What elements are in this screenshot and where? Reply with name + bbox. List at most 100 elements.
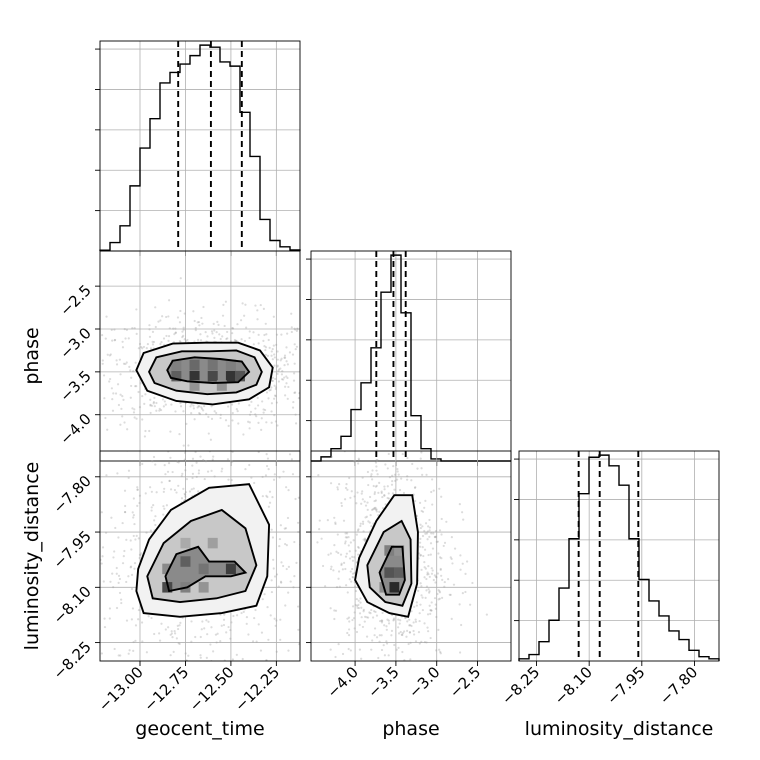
scatter-point — [204, 460, 208, 463]
scatter-point — [197, 320, 201, 324]
scatter-point — [163, 464, 166, 467]
scatter-point — [409, 624, 412, 627]
scatter-point — [117, 403, 121, 407]
scatter-point — [273, 397, 276, 400]
scatter-point — [260, 428, 263, 431]
scatter-point — [117, 744, 119, 746]
scatter-point — [435, 540, 438, 544]
scatter-point — [76, 358, 78, 360]
scatter-point — [129, 403, 131, 405]
scatter-point — [366, 616, 370, 619]
scatter-point — [364, 516, 367, 519]
scatter-point — [215, 411, 218, 415]
histogram-phase — [311, 254, 511, 462]
scatter-point — [138, 494, 142, 497]
scatter-point — [230, 479, 233, 482]
scatter-point — [347, 544, 350, 547]
scatter-point — [144, 393, 147, 396]
scatter-point — [279, 359, 282, 362]
scatter-point — [127, 575, 130, 578]
scatter-point — [404, 616, 407, 620]
scatter-point — [381, 507, 385, 510]
scatter-point — [124, 510, 127, 514]
scatter-point — [316, 383, 318, 385]
scatter-point — [169, 633, 172, 636]
scatter-point — [132, 516, 135, 519]
scatter-point — [361, 625, 365, 629]
scatter-point — [382, 666, 384, 668]
scatter-point — [134, 624, 138, 627]
scatter-point — [427, 553, 430, 557]
scatter-point — [252, 343, 255, 346]
scatter-point — [161, 315, 164, 318]
scatter-point — [357, 599, 360, 602]
scatter-point — [85, 432, 87, 434]
scatter-point — [461, 592, 464, 595]
scatter-point — [162, 436, 164, 438]
scatter-point — [383, 488, 386, 491]
scatter-point — [191, 476, 194, 480]
scatter-point — [325, 628, 327, 630]
scatter-point — [190, 620, 193, 623]
scatter-point — [104, 531, 108, 534]
scatter-point — [323, 482, 325, 484]
scatter-point — [203, 405, 206, 408]
scatter-point — [290, 326, 293, 329]
scatter-point — [351, 559, 355, 562]
scatter-point — [240, 611, 243, 615]
scatter-point — [303, 584, 305, 586]
scatter-point — [329, 648, 332, 651]
scatter-point — [126, 428, 129, 431]
scatter-point — [134, 538, 137, 541]
scatter-point — [402, 491, 406, 495]
scatter-point — [329, 360, 331, 362]
scatter-point — [215, 331, 218, 334]
scatter-point — [212, 322, 215, 326]
scatter-point — [370, 608, 373, 612]
scatter-point — [264, 346, 268, 349]
scatter-point — [251, 667, 253, 669]
scatter-point — [1, 658, 3, 660]
scatter-point — [336, 348, 338, 350]
scatter-point — [51, 565, 53, 567]
scatter-point — [249, 671, 251, 673]
scatter-point — [302, 510, 304, 512]
scatter-point — [229, 628, 232, 632]
scatter-point — [111, 572, 114, 575]
scatter-point — [281, 370, 284, 373]
scatter-point — [148, 335, 152, 338]
scatter-point — [361, 667, 363, 669]
scatter-point — [128, 649, 131, 652]
scatter-point — [243, 665, 245, 667]
scatter-point — [113, 647, 116, 651]
scatter-point — [135, 534, 138, 537]
density-cell — [198, 582, 209, 593]
scatter-point — [268, 490, 272, 493]
scatter-point — [434, 603, 437, 606]
scatter-point — [417, 589, 420, 592]
scatter-point — [317, 474, 320, 477]
joint-panel-geocent_time-luminosity_distance: −13.00−12.75−12.50−12.25 −8.25 −8.10 −7.95 −… — [1, 403, 329, 746]
scatter-point — [355, 533, 358, 536]
scatter-point — [361, 520, 365, 523]
scatter-point — [485, 613, 488, 616]
scatter-point — [265, 464, 269, 468]
scatter-point — [254, 413, 257, 416]
scatter-point — [329, 482, 333, 485]
scatter-point — [401, 633, 404, 637]
density-cell — [225, 370, 236, 382]
scatter-point — [360, 657, 363, 660]
scatter-point — [418, 642, 421, 645]
scatter-point — [199, 333, 202, 336]
scatter-point — [201, 620, 204, 623]
scatter-point — [428, 591, 431, 594]
scatter-point — [97, 361, 99, 363]
scatter-point — [365, 515, 368, 518]
scatter-point — [122, 362, 126, 365]
scatter-point — [240, 425, 242, 427]
scatter-point — [277, 368, 281, 371]
scatter-point — [113, 550, 116, 553]
scatter-point — [119, 373, 122, 376]
scatter-point — [317, 429, 319, 431]
scatter-point — [327, 598, 329, 600]
